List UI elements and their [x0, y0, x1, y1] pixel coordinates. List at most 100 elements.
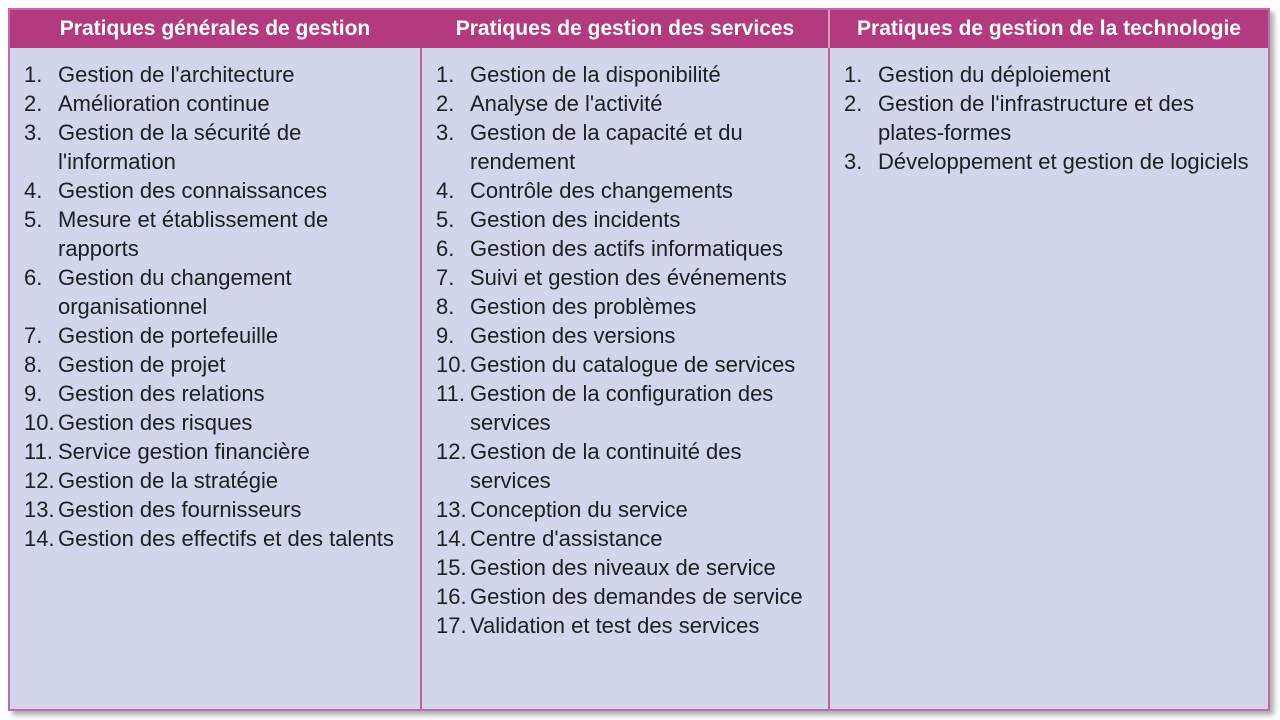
practice-list-item: 1. Gestion du déploiement	[830, 60, 1268, 89]
practice-list-item: 5. Gestion des incidents	[422, 205, 828, 234]
item-number: 6.	[24, 265, 43, 290]
item-number: 13.	[436, 497, 467, 522]
practice-list-item: 10. Gestion du catalogue de services	[422, 350, 828, 379]
item-label: Gestion de la sécurité de l'information	[58, 120, 302, 174]
practice-list-item: 8. Gestion des problèmes	[422, 292, 828, 321]
item-number: 8.	[436, 294, 455, 319]
practice-list-item: 13. Conception du service	[422, 495, 828, 524]
practice-list-item: 11. Gestion de la configuration des serv…	[422, 379, 828, 437]
item-number: 9.	[24, 381, 43, 406]
item-number: 3.	[436, 120, 455, 145]
item-label: Gestion des connaissances	[58, 178, 328, 203]
item-number: 7.	[436, 265, 455, 290]
item-label: Gestion des effectifs et des talents	[58, 526, 394, 551]
practice-list-item: 16. Gestion des demandes de service	[422, 582, 828, 611]
item-label: Amélioration continue	[58, 91, 270, 116]
item-number: 2.	[844, 91, 863, 116]
item-label: Gestion des demandes de service	[470, 584, 803, 609]
practice-list-item: 11. Service gestion financière	[10, 437, 420, 466]
item-number: 9.	[436, 323, 455, 348]
item-number: 8.	[24, 352, 43, 377]
item-number: 10.	[436, 352, 467, 377]
item-label: Gestion de portefeuille	[58, 323, 279, 348]
item-number: 5.	[436, 207, 455, 232]
item-number: 15.	[436, 555, 467, 580]
item-number: 17.	[436, 613, 467, 638]
item-number: 3.	[844, 149, 863, 174]
practices-table: Pratiques générales de gestion 1. Gestio…	[8, 8, 1270, 711]
item-number: 10.	[24, 410, 55, 435]
practice-list-item: 12. Gestion de la stratégie	[10, 466, 420, 495]
column-header: Pratiques de gestion des services	[422, 10, 828, 48]
item-label: Validation et test des services	[470, 613, 760, 638]
practice-list-item: 14. Centre d'assistance	[422, 524, 828, 553]
item-label: Gestion de la disponibilité	[470, 62, 721, 87]
practice-list-item: 15. Gestion des niveaux de service	[422, 553, 828, 582]
practice-list-item: 14. Gestion des effectifs et des talents	[10, 524, 420, 553]
practice-list-item: 6. Gestion du changement organisationnel	[10, 263, 420, 321]
item-label: Développement et gestion de logiciels	[878, 149, 1249, 174]
item-label: Gestion du déploiement	[878, 62, 1111, 87]
item-label: Gestion de la stratégie	[58, 468, 279, 493]
item-label: Mesure et établissement de rapports	[58, 207, 329, 261]
item-label: Gestion des problèmes	[470, 294, 697, 319]
practice-list-item: 2. Analyse de l'activité	[422, 89, 828, 118]
item-number: 14.	[436, 526, 467, 551]
practice-list-item: 6. Gestion des actifs informatiques	[422, 234, 828, 263]
table-column-2: Pratiques de gestion des services 1. Ges…	[422, 10, 828, 709]
item-label: Gestion de l'infrastructure et des plate…	[878, 91, 1195, 145]
item-number: 1.	[24, 62, 43, 87]
practice-list-item: 4. Gestion des connaissances	[10, 176, 420, 205]
item-number: 11.	[436, 381, 465, 406]
item-label: Gestion de la continuité des services	[470, 439, 742, 493]
column-header: Pratiques de gestion de la technologie	[830, 10, 1268, 48]
item-label: Gestion des risques	[58, 410, 253, 435]
item-label: Centre d'assistance	[470, 526, 663, 551]
column-divider	[420, 10, 422, 709]
column-divider-body-segment	[828, 48, 830, 709]
practice-list-item: 9. Gestion des relations	[10, 379, 420, 408]
practice-list-item: 3. Gestion de la capacité et du rendemen…	[422, 118, 828, 176]
column-header: Pratiques générales de gestion	[10, 10, 420, 48]
item-label: Analyse de l'activité	[470, 91, 663, 116]
item-label: Gestion de l'architecture	[58, 62, 295, 87]
item-label: Gestion des actifs informatiques	[470, 236, 784, 261]
item-number: 16.	[436, 584, 467, 609]
practice-list-item: 4. Contrôle des changements	[422, 176, 828, 205]
practice-list-item: 2. Amélioration continue	[10, 89, 420, 118]
practice-list: 1. Gestion de l'architecture 2. Améliora…	[10, 48, 420, 709]
item-number: 14.	[24, 526, 55, 551]
practice-list-item: 7. Suivi et gestion des événements	[422, 263, 828, 292]
item-number: 11.	[24, 439, 53, 464]
item-number: 1.	[436, 62, 455, 87]
practice-list-item: 10. Gestion des risques	[10, 408, 420, 437]
practice-list: 1. Gestion du déploiement 2. Gestion de …	[830, 48, 1268, 709]
item-number: 13.	[24, 497, 55, 522]
table-column-3: Pratiques de gestion de la technologie 1…	[830, 10, 1268, 709]
practice-list-item: 9. Gestion des versions	[422, 321, 828, 350]
practice-list-item: 12. Gestion de la continuité des service…	[422, 437, 828, 495]
item-label: Gestion de la capacité et du rendement	[470, 120, 743, 174]
column-divider-body-segment	[420, 48, 422, 709]
item-number: 7.	[24, 323, 43, 348]
practice-list-item: 3. Développement et gestion de logiciels	[830, 147, 1268, 176]
item-number: 3.	[24, 120, 43, 145]
practice-list: 1. Gestion de la disponibilité 2. Analys…	[422, 48, 828, 709]
item-number: 5.	[24, 207, 43, 232]
practice-list-item: 17. Validation et test des services	[422, 611, 828, 640]
item-number: 4.	[436, 178, 455, 203]
practice-list-item: 5. Mesure et établissement de rapports	[10, 205, 420, 263]
item-number: 6.	[436, 236, 455, 261]
item-label: Service gestion financière	[58, 439, 310, 464]
item-label: Gestion du catalogue de services	[470, 352, 796, 377]
item-label: Suivi et gestion des événements	[470, 265, 787, 290]
item-label: Gestion du changement organisationnel	[58, 265, 292, 319]
practice-list-item: 3. Gestion de la sécurité de l'informati…	[10, 118, 420, 176]
column-divider	[828, 10, 830, 709]
item-label: Gestion des niveaux de service	[470, 555, 776, 580]
item-number: 2.	[436, 91, 455, 116]
item-label: Gestion des incidents	[470, 207, 681, 232]
practice-list-item: 2. Gestion de l'infrastructure et des pl…	[830, 89, 1268, 147]
item-label: Gestion de la configuration des services	[470, 381, 774, 435]
item-label: Contrôle des changements	[470, 178, 733, 203]
